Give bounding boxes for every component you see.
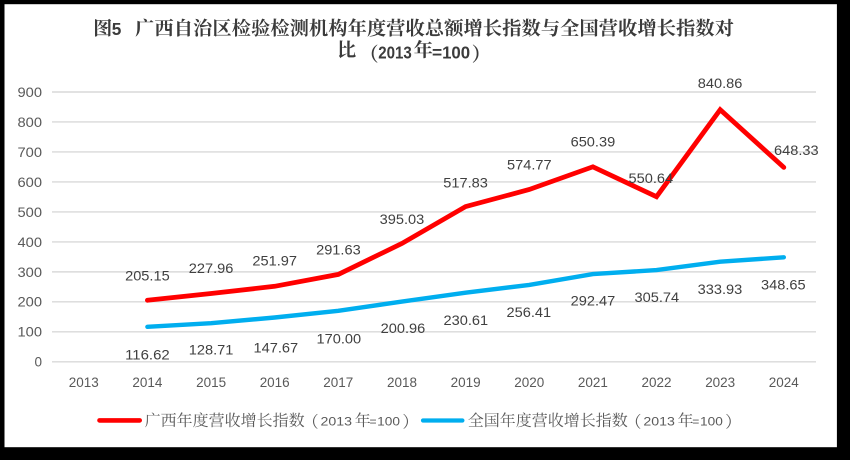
svg-text:2022: 2022 <box>642 375 672 390</box>
svg-text:305.74: 305.74 <box>635 290 680 305</box>
svg-text:100: 100 <box>377 414 400 428</box>
svg-text:348.65: 348.65 <box>761 278 806 293</box>
svg-text:840.86: 840.86 <box>698 76 743 91</box>
svg-text:200.96: 200.96 <box>381 321 426 336</box>
svg-text:650.39: 650.39 <box>571 134 616 149</box>
svg-text:300: 300 <box>18 265 43 280</box>
svg-text:2018: 2018 <box>387 375 417 390</box>
svg-text:2015: 2015 <box>196 375 226 390</box>
svg-text:900: 900 <box>18 85 43 100</box>
svg-text:=: = <box>692 414 699 428</box>
svg-text:517.83: 517.83 <box>443 175 488 190</box>
svg-text:116.62: 116.62 <box>125 348 170 363</box>
svg-text:574.77: 574.77 <box>507 157 552 172</box>
svg-text:333.93: 333.93 <box>698 282 743 297</box>
svg-text:292.47: 292.47 <box>571 294 616 309</box>
svg-text:2023: 2023 <box>705 375 735 390</box>
svg-text:205.15: 205.15 <box>125 269 170 284</box>
svg-text:227.96: 227.96 <box>189 261 234 276</box>
svg-text:600: 600 <box>18 175 43 190</box>
svg-text:128.71: 128.71 <box>189 342 234 357</box>
svg-text:395.03: 395.03 <box>380 212 425 227</box>
svg-text:2014: 2014 <box>132 375 162 390</box>
svg-text:2024: 2024 <box>769 375 799 390</box>
svg-text:230.61: 230.61 <box>444 313 489 328</box>
svg-text:2013: 2013 <box>378 42 412 62</box>
svg-text:550.64: 550.64 <box>629 171 674 186</box>
svg-text:400: 400 <box>18 235 43 250</box>
svg-text:=: = <box>432 42 442 62</box>
svg-text:251.97: 251.97 <box>252 253 297 268</box>
svg-text:700: 700 <box>18 145 43 160</box>
svg-text:256.41: 256.41 <box>507 305 552 320</box>
svg-text:2016: 2016 <box>260 375 290 390</box>
svg-text:170.00: 170.00 <box>317 332 362 347</box>
svg-text:2020: 2020 <box>514 375 544 390</box>
svg-text:2013: 2013 <box>69 375 99 390</box>
svg-text:0: 0 <box>34 355 42 370</box>
svg-text:200: 200 <box>18 295 43 310</box>
svg-text:147.67: 147.67 <box>254 340 299 355</box>
svg-text:648.33: 648.33 <box>774 143 819 158</box>
svg-text:800: 800 <box>18 115 43 130</box>
svg-text:2013: 2013 <box>321 414 353 428</box>
svg-text:2021: 2021 <box>578 375 608 390</box>
svg-text:291.63: 291.63 <box>316 243 361 258</box>
svg-text:100: 100 <box>700 414 723 428</box>
svg-text:2013: 2013 <box>643 414 675 428</box>
svg-text:2017: 2017 <box>323 375 353 390</box>
svg-text:=: = <box>369 414 376 428</box>
svg-text:100: 100 <box>18 325 43 340</box>
svg-text:100: 100 <box>442 42 470 62</box>
svg-text:500: 500 <box>18 205 43 220</box>
svg-text:2019: 2019 <box>451 375 481 390</box>
svg-text:5: 5 <box>112 19 122 39</box>
